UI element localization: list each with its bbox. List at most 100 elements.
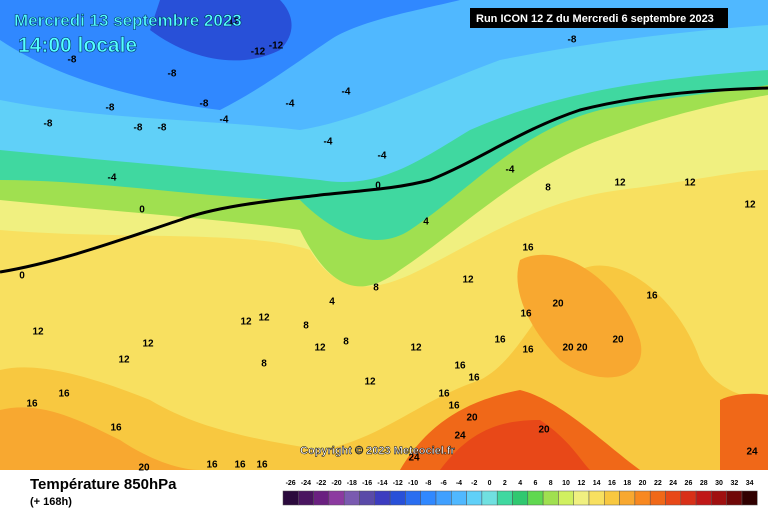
legend-label: 2 xyxy=(503,480,507,487)
footer-title: Température 850hPa xyxy=(30,476,177,493)
contour-label: 16 xyxy=(206,460,218,471)
contour-label: 16 xyxy=(494,335,506,346)
contour-label: 12 xyxy=(314,343,326,354)
legend-label: 24 xyxy=(669,480,677,487)
contour-label: 20 xyxy=(576,343,588,354)
contour-label: -8 xyxy=(168,69,177,80)
legend-swatch xyxy=(512,490,529,506)
legend-label: 34 xyxy=(746,480,754,487)
legend-label: -26 xyxy=(286,480,296,487)
zone xyxy=(0,407,200,470)
legend-swatch xyxy=(573,490,590,506)
contour-label: 16 xyxy=(256,460,268,471)
legend-label: -20 xyxy=(331,480,341,487)
legend-swatch xyxy=(359,490,376,506)
legend-label: -10 xyxy=(408,480,418,487)
contour-label: -4 xyxy=(378,151,387,162)
legend-swatch xyxy=(405,490,421,506)
legend-swatch xyxy=(741,490,758,506)
legend-swatch xyxy=(680,490,697,506)
contour-label: -8 xyxy=(44,119,53,130)
legend-label: 4 xyxy=(518,480,522,487)
contour-label: 16 xyxy=(646,291,658,302)
zone xyxy=(517,254,642,378)
contour-label: -4 xyxy=(324,137,333,148)
contour-label: 16 xyxy=(438,389,450,400)
legend-swatch xyxy=(420,490,437,506)
legend-label: 6 xyxy=(533,480,537,487)
run-box xyxy=(470,8,728,28)
contour-label: -12 xyxy=(269,41,284,52)
contour-label: 16 xyxy=(454,361,466,372)
contour-label: 12 xyxy=(142,339,154,350)
legend-label: -4 xyxy=(456,480,462,487)
zone xyxy=(720,393,768,470)
legend-swatch xyxy=(451,490,467,506)
legend-swatch xyxy=(711,490,727,506)
legend-swatch xyxy=(588,490,605,506)
contour-label: 8 xyxy=(343,337,349,348)
legend-label: 14 xyxy=(593,480,601,487)
map-date: Mercredi 13 septembre 2023 xyxy=(14,11,242,30)
contour-label: 12 xyxy=(32,327,44,338)
contour-label: 4 xyxy=(329,297,335,308)
legend-swatch xyxy=(726,490,743,506)
legend-swatch xyxy=(328,490,345,506)
contour-label: -4 xyxy=(286,99,295,110)
contour-label: -8 xyxy=(200,99,209,110)
legend-label: 30 xyxy=(715,480,723,487)
legend-label: -6 xyxy=(441,480,447,487)
contour-label: 16 xyxy=(448,401,460,412)
legend-swatch xyxy=(634,490,651,506)
contour-label: 12 xyxy=(410,343,422,354)
contour-label: 20 xyxy=(562,343,574,354)
map: -8-8-8-8 -8 -8-8-8-12-12-12-4-4-4-4-4-4-40… xyxy=(0,0,768,474)
run-info: Run ICON 12 Z du Mercredi 6 septembre 20… xyxy=(476,13,714,25)
legend-label: -22 xyxy=(316,480,326,487)
legend-label: 16 xyxy=(608,480,616,487)
contour-label: -4 xyxy=(506,165,515,176)
contour-label: 16 xyxy=(520,309,532,320)
contour-label: 0 xyxy=(19,271,25,282)
legend-swatch xyxy=(619,490,636,506)
contour-label: 24 xyxy=(746,447,758,458)
contour-label: 20 xyxy=(538,425,550,436)
contour-label: -8 xyxy=(106,103,115,114)
legend-label: 20 xyxy=(639,480,647,487)
contour-label: 24 xyxy=(408,453,420,464)
contour-label: 16 xyxy=(58,389,70,400)
legend-swatch xyxy=(298,490,314,506)
contour-label: 16 xyxy=(522,243,534,254)
legend-swatch xyxy=(389,490,406,506)
contour-label: -12 xyxy=(225,17,240,28)
legend-label: 26 xyxy=(685,480,693,487)
legend-swatch xyxy=(558,490,574,506)
legend-swatch xyxy=(435,490,452,506)
contour-label: 8 xyxy=(261,359,267,370)
legend: -26 -24 -22 -20 -18 -16 -14 -12 -10 -8 -6 -4 -2 0 2 4 6 8… xyxy=(282,480,758,506)
contour-label: 12 xyxy=(258,313,270,324)
legend-label: 22 xyxy=(654,480,662,487)
copyright: Copyright © 2023 Meteociel.fr xyxy=(300,445,456,457)
contour-labels: -8-8-8-8 -8 -8-8-8-12-12-12-4-4-4-4-4-4-40… xyxy=(19,17,758,474)
contour-label: 12 xyxy=(744,200,756,211)
legend-label: -12 xyxy=(393,480,403,487)
legend-swatch xyxy=(542,490,559,506)
contour-label: 8 xyxy=(373,283,379,294)
contour-label: -4 xyxy=(108,173,117,184)
legend-label: 28 xyxy=(700,480,708,487)
contour-label: 0 xyxy=(375,181,381,192)
legend-label: 8 xyxy=(549,480,553,487)
contour-label: 20 xyxy=(466,413,478,424)
contour-label: 16 xyxy=(110,423,122,434)
legend-swatch xyxy=(343,490,360,506)
contour-label: -12 xyxy=(251,47,266,58)
contour-label: -4 xyxy=(342,87,351,98)
contour-label: 8 xyxy=(303,321,309,332)
legend-label: 10 xyxy=(562,480,570,487)
contour-label: 12 xyxy=(240,317,252,328)
contour-label: 12 xyxy=(118,355,130,366)
contour-label: -8 xyxy=(158,123,167,134)
zone xyxy=(150,0,292,61)
